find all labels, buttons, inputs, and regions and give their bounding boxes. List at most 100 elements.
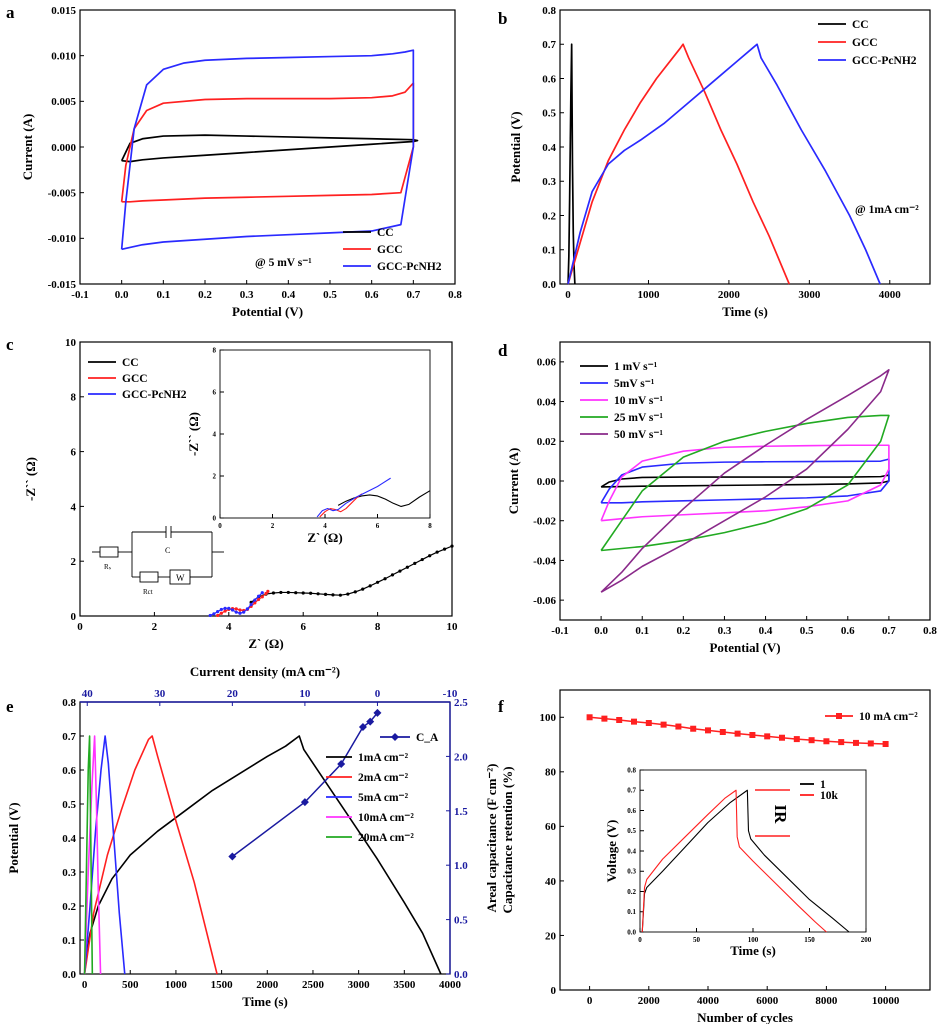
y-tick-label: 0.8	[542, 5, 556, 17]
y-tick-label: 0.2	[62, 901, 76, 913]
legend-label: GCC-PcNH2	[377, 261, 442, 273]
panel-d-chart: -0.1 0.0 0.1 0.2 0.3 0.4 0.5 0.6 0.7 0.8 -0.06 -0.0…	[506, 341, 937, 655]
x-tick-label: 0.7	[882, 625, 896, 637]
plot-frame	[219, 349, 431, 519]
x-axis-label: Number of cycles	[697, 1010, 793, 1024]
series-10-ma-cm-point	[631, 718, 637, 725]
series-1-mv-s	[600, 474, 890, 488]
y-tick-label: 0.6	[62, 765, 76, 777]
y-tick-label: 20	[545, 930, 557, 942]
top-x-tick-label: 30	[154, 688, 166, 700]
legend-label: GCC	[852, 37, 878, 49]
y-tick-label: 0.6	[627, 807, 636, 815]
series-cc-point	[435, 550, 439, 554]
x-tick-label: 0.6	[365, 289, 379, 301]
plot-frame	[559, 689, 931, 991]
series-gcc-pcnh2-point	[256, 594, 261, 598]
x-axis-label: Z` (Ω)	[248, 636, 283, 651]
panel-letter-e: e	[6, 697, 14, 716]
y-tick-label: 40	[545, 876, 557, 888]
x-tick-label: 0	[218, 522, 222, 530]
y-axis-label: Current (A)	[20, 114, 35, 181]
scan-rate-annotation: @ 5 mV s⁻¹	[255, 257, 312, 269]
series-10-ma-cm-point	[853, 739, 859, 746]
y-tick-label: 0.000	[51, 142, 76, 154]
legend-label: 1	[820, 779, 826, 791]
series-gcc-pcnh2-point	[245, 607, 249, 611]
series-cc-point	[323, 592, 328, 596]
y-tick-label: 0.010	[51, 51, 76, 63]
y-tick-label: 4	[71, 501, 77, 513]
x-tick-label: 0.1	[156, 289, 170, 301]
series-gcc-pcnh2-point	[238, 611, 242, 615]
series-10-ma-cm-point	[764, 733, 771, 740]
y-tick-label: 4	[213, 430, 217, 438]
panel-letter-d: d	[498, 341, 508, 360]
x-tick-label: 2000	[718, 289, 741, 301]
legend-label: 10mA cm⁻²	[358, 812, 414, 824]
series-20ma-cm	[83, 735, 94, 975]
series-gcc-point	[256, 597, 261, 602]
y-tick-label: 0.3	[542, 176, 556, 188]
series-10ma-cm	[83, 735, 102, 975]
y-tick-label: 0.02	[537, 436, 557, 448]
legend-label: CC	[852, 19, 869, 31]
x-tick-label: 8	[428, 522, 432, 530]
x-tick-label: 0	[638, 936, 642, 944]
y-tick-label: -0.005	[48, 188, 77, 200]
series-10-ma-cm-point	[660, 721, 667, 728]
x-tick-label: 0.8	[448, 289, 462, 301]
y-tick-label: 0.005	[51, 96, 76, 108]
x-axis-label: Time (s)	[722, 304, 768, 319]
legend-label: GCC	[122, 373, 148, 385]
x-tick-label: 6	[300, 621, 306, 633]
x-tick-label: 6000	[756, 995, 779, 1007]
y-axis-label: Capacitance retention (%)	[500, 766, 515, 913]
legend-label: GCC-PcNH2	[852, 55, 917, 67]
y-tick-label: 0.5	[62, 799, 76, 811]
y-tick-label: 60	[545, 821, 557, 833]
right-y-tick-label: 2.0	[454, 751, 468, 763]
x-tick-label: 0.4	[281, 289, 295, 301]
circuit-c-label: C	[165, 546, 170, 555]
series-gcc-pcnh2-point	[249, 602, 253, 607]
x-tick-label: 0.8	[923, 625, 937, 637]
series-gcc-pcnh2	[120, 49, 415, 251]
y-tick-label: -0.02	[533, 516, 556, 528]
y-tick-label: 0.06	[537, 357, 557, 369]
right-y-tick-label: 1.0	[454, 860, 468, 872]
series-gcc-point	[234, 607, 238, 611]
series-cc-point	[271, 591, 276, 595]
x-tick-label: 8	[375, 621, 381, 633]
series-gcc	[120, 82, 415, 203]
series-10-ma-cm-point	[808, 737, 815, 744]
x-tick-label: 200	[861, 936, 872, 944]
right-y-axis-label: Areal capacitance (F cm⁻²)	[484, 763, 499, 912]
areal-capacitance-point	[358, 723, 367, 732]
y-tick-label: -0.06	[533, 595, 556, 607]
series-areal-capacitance	[231, 712, 379, 858]
series-cc	[120, 134, 419, 163]
series-cc-point	[301, 591, 305, 595]
series-10-ma-cm-point	[734, 730, 741, 737]
x-tick-label: 4	[323, 522, 327, 530]
x-tick-label: 4000	[697, 995, 720, 1007]
x-tick-label: 100	[748, 936, 759, 944]
y-tick-label: 0.7	[62, 731, 76, 743]
y-tick-label: 0.4	[627, 847, 636, 855]
series-gcc-point	[264, 591, 268, 596]
legend-label: 50 mV s⁻¹	[614, 429, 663, 441]
y-axis-label: Current (A)	[506, 448, 521, 515]
inset-series-1	[641, 789, 850, 933]
y-tick-label: 2	[213, 472, 217, 480]
x-tick-label: 0.5	[800, 625, 814, 637]
y-tick-label: 0.1	[62, 935, 76, 947]
top-x-tick-label: 10	[299, 688, 311, 700]
panel-letter-f: f	[498, 697, 504, 716]
series-gcc-pcnh2-point	[216, 610, 220, 614]
series-10-ma-cm-point	[690, 725, 697, 732]
inset-charge-discharge-chart: 0 50 100 150 200 0.0 0.1 0.2 0.3 0.4 0.5 0.6 0.7 0.8 T…	[604, 766, 872, 958]
x-tick-label: 2	[271, 522, 275, 530]
series-gcc-pcnh2-point	[234, 610, 238, 614]
